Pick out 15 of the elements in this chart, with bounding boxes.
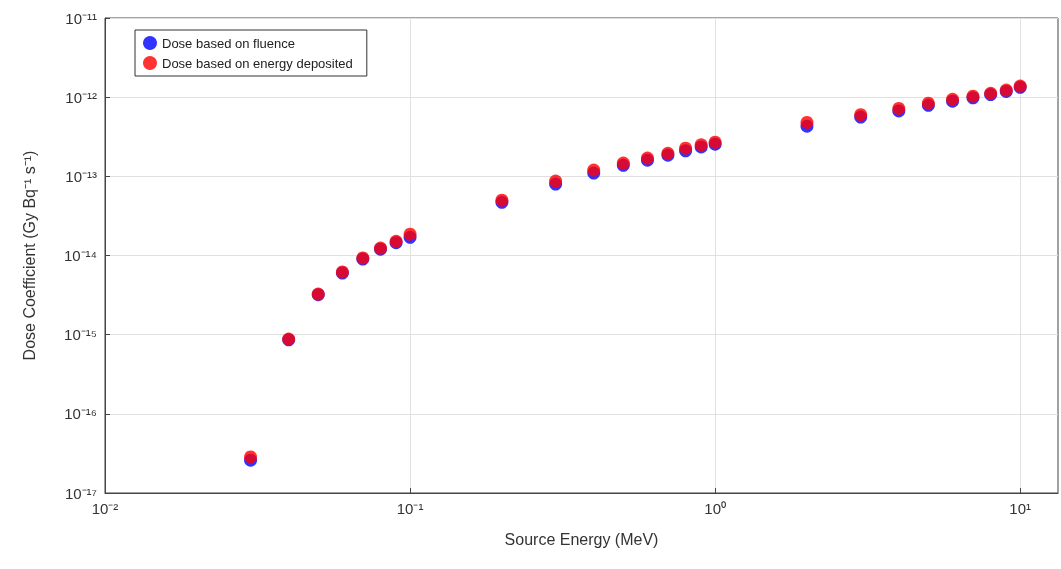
y-tick-label: 10⁻¹⁷ [64,484,97,502]
x-tick-label: 10⁻¹ [396,500,424,517]
y-axis-title: Dose Coefficient (Gy Bq⁻¹ s⁻¹) [20,150,38,361]
y-tick-label: 10⁻¹⁶ [64,405,97,423]
legend-label: Dose based on fluence [162,35,295,51]
y-tick-label: 10⁻¹¹ [65,9,97,27]
x-tick-label: 10⁰ [704,500,726,517]
y-tick-label: 10⁻¹² [65,88,97,106]
y-tick-label: 10⁻¹³ [65,167,97,185]
x-axis-title: Source Energy (MeV) [504,530,659,548]
y-tick-label: 10⁻¹⁴ [63,247,97,264]
legend-label: Dose based on energy deposited [162,55,353,71]
x-tick-label: 10⁻² [91,500,119,517]
y-tick-label: 10⁻¹⁵ [64,326,97,344]
x-tick-label: 10¹ [1009,500,1032,517]
